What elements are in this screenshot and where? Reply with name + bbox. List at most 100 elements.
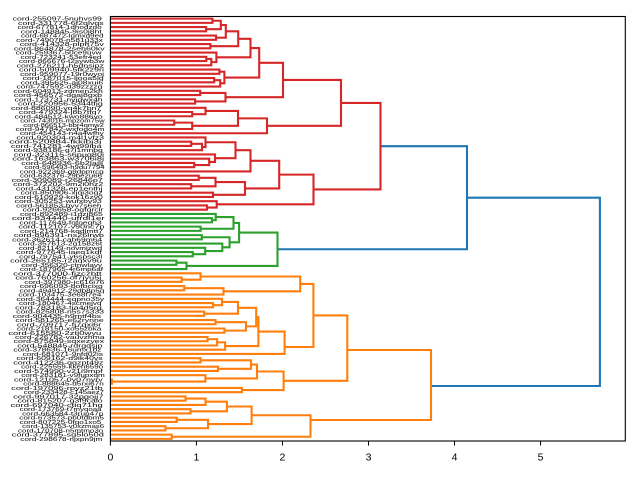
svg-text:cord-509940-5fk2z9ri: cord-509940-5fk2z9ri	[19, 68, 104, 74]
svg-text:cord-850906-xjqi3ogz: cord-850906-xjqi3ogz	[21, 191, 103, 197]
svg-text:cord-875849-sqxezyex: cord-875849-sqxezyex	[14, 339, 105, 345]
svg-text:cord-331778-6f2qlvqs: cord-331778-6f2qlvqs	[18, 21, 104, 27]
svg-text:cord-412236-qqzpt49z: cord-412236-qqzpt49z	[13, 360, 103, 366]
svg-text:cord-397980-jc616i76: cord-397980-jc616i76	[24, 280, 105, 286]
svg-text:cord-173769-t7myqoaa: cord-173769-t7myqoaa	[20, 407, 103, 413]
svg-text:cord-926658-ogfqrclr: cord-926658-ogfqrclr	[23, 208, 104, 214]
svg-text:cord-255097-5nuhvs99: cord-255097-5nuhvs99	[13, 17, 102, 23]
svg-text:cord-749078-n581u33x: cord-749078-n581u33x	[16, 38, 103, 44]
svg-text:cord-283181-v9fupxqm: cord-283181-v9fupxqm	[21, 373, 105, 379]
svg-text:cord-103475-3e68f7e4: cord-103475-3e68f7e4	[18, 293, 102, 299]
svg-text:cord-117649-fqfoeqh3: cord-117649-fqfoeqh3	[19, 220, 102, 226]
svg-text:cord-815207-g3f9caio: cord-815207-g3f9caio	[18, 399, 104, 405]
svg-text:cord-609162-d9ik40vs: cord-609162-d9ik40vs	[16, 356, 102, 362]
svg-text:cord-135753-v0xzmas6: cord-135753-v0xzmas6	[22, 424, 105, 430]
svg-text:cord-173731-nyjqwx4h: cord-173731-nyjqwx4h	[15, 97, 103, 103]
svg-text:cord-305253-wufxbv93: cord-305253-wufxbv93	[15, 199, 103, 205]
svg-text:cord-561853-byv7s6eh: cord-561853-byv7s6eh	[16, 203, 102, 209]
svg-text:cord-372202-9m2i0hz2: cord-372202-9m2i0hz2	[13, 182, 103, 188]
svg-text:2: 2	[280, 452, 286, 464]
svg-text:cord-378636-16umx1bz: cord-378636-16umx1bz	[13, 348, 101, 354]
svg-text:cord-377895-sg5lo50d: cord-377895-sg5lo50d	[12, 433, 104, 439]
svg-text:cord-677814-1dhodzdo: cord-677814-1dhodzdo	[18, 25, 103, 31]
svg-text:cord-395625-aj08xui6: cord-395625-aj08xui6	[21, 80, 105, 86]
svg-text:cord-632376-29be2u66: cord-632376-29be2u66	[20, 174, 103, 180]
svg-text:1: 1	[194, 452, 200, 464]
svg-text:cord-276211-h5dnsipz: cord-276211-h5dnsipz	[17, 63, 104, 69]
svg-text:cord-520884-fkkibj3j: cord-520884-fkkibj3j	[9, 140, 101, 146]
svg-text:cord-121057-0y07nyrv: cord-121057-0y07nyrv	[14, 377, 103, 383]
svg-text:cord-226782-vauvzhma: cord-226782-vauvzhma	[15, 335, 106, 341]
svg-text:cord-479324-j8b7tfq7: cord-479324-j8b7tfq7	[19, 110, 102, 116]
svg-text:cord-484512-kwo886vo: cord-484512-kwo886vo	[15, 114, 104, 120]
svg-text:cord-233428-c145aez7: cord-233428-c145aez7	[24, 390, 104, 396]
svg-text:4: 4	[452, 452, 458, 464]
svg-text:cord-681071-9nfd02is: cord-681071-9nfd02is	[23, 352, 103, 358]
svg-text:cord-888645-d5rxi67n: cord-888645-d5rxi67n	[23, 382, 104, 388]
svg-text:3: 3	[366, 452, 372, 464]
svg-text:cord-456572-dgaj8gxb: cord-456572-dgaj8gxb	[14, 93, 103, 99]
svg-text:cord-866676-t2sywb3w: cord-866676-t2sywb3w	[19, 59, 106, 65]
svg-text:cord-697040-ctiq71hg: cord-697040-ctiq71hg	[11, 403, 103, 409]
svg-text:cord-225559-kken659o: cord-225559-kken659o	[21, 365, 104, 371]
svg-text:cord-741281-4wj99iba: cord-741281-4wj99iba	[11, 144, 103, 150]
svg-text:cord-687472-lgmxg9ed: cord-687472-lgmxg9ed	[21, 34, 104, 40]
svg-text:cord-673573-pb0tdbm5: cord-673573-pb0tdbm5	[19, 416, 105, 422]
svg-text:cord-709717-fj7qxi6r: cord-709717-fj7qxi6r	[17, 322, 102, 328]
svg-text:cord-259367-50ce9uvw: cord-259367-50ce9uvw	[16, 51, 103, 57]
svg-text:cord-959077-19r0wyoj: cord-959077-19r0wyoj	[20, 72, 104, 78]
svg-text:cord-596493-h9du7794: cord-596493-h9du7794	[24, 165, 105, 171]
svg-text:cord-414328-plpft75v: cord-414328-plpft75v	[20, 42, 104, 48]
svg-text:cord-323115-s6puq80i: cord-323115-s6puq80i	[14, 152, 104, 158]
svg-text:cord-170708-n5mtmo3o: cord-170708-n5mtmo3o	[18, 428, 104, 434]
svg-text:cord-377000-fjzczbtt: cord-377000-fjzczbtt	[13, 271, 102, 277]
svg-text:cord-298678-njxpn9jm: cord-298678-njxpn9jm	[20, 437, 102, 443]
svg-text:cord-112107-v90ric7p: cord-112107-v90ric7p	[18, 225, 105, 231]
svg-text:cord-866513-bbr4qmw2: cord-866513-bbr4qmw2	[23, 123, 104, 129]
svg-text:cord-663584-t3rup47p: cord-663584-t3rup47p	[22, 411, 104, 417]
svg-text:cord-187965-4r6mp6af: cord-187965-4r6mp6af	[20, 267, 104, 273]
svg-text:cord-548845-rdrgdsjp: cord-548845-rdrgdsjp	[17, 343, 103, 349]
svg-text:cord-938186-g7i1mnbq: cord-938186-g7i1mnbq	[14, 148, 103, 154]
svg-text:cord-574990-v21i9mpf: cord-574990-v21i9mpf	[14, 369, 103, 375]
svg-text:cord-892489-i1qzj865: cord-892489-i1qzj865	[20, 212, 104, 218]
svg-text:cord-922369-g9dpmrcg: cord-922369-g9dpmrcg	[20, 169, 104, 175]
svg-text:cord-494912-29db8p5q: cord-494912-29db8p5q	[19, 288, 104, 294]
svg-text:cord-604913-zdmen2kh: cord-604913-zdmen2kh	[13, 89, 103, 95]
svg-text:cord-760256-of7jyu5j: cord-760256-of7jyu5j	[15, 276, 101, 282]
svg-text:cord-821149-novmizwd: cord-821149-novmizwd	[19, 246, 102, 252]
svg-text:cord-610929-kok16zv0: cord-610929-kok16zv0	[15, 195, 104, 201]
svg-text:cord-180467-4scmejvq: cord-180467-4scmejvq	[19, 301, 102, 307]
svg-text:cord-864878-2seh60kv: cord-864878-2seh60kv	[14, 46, 105, 52]
svg-text:cord-615580-2ztj0wyu: cord-615580-2ztj0wyu	[8, 331, 101, 337]
svg-text:cord-896391-ns26lrwb: cord-896391-ns26lrwb	[14, 233, 105, 239]
svg-text:cord-834440-ufrdl1er: cord-834440-ufrdl1er	[12, 216, 105, 222]
svg-text:cord-696093-bofbcixg: cord-696093-bofbcixg	[20, 284, 103, 290]
svg-text:cord-886090-vq4k7bn7: cord-886090-vq4k7bn7	[11, 106, 101, 112]
svg-text:cord-920304-m4l1vfz3: cord-920304-m4l1vfz3	[16, 135, 105, 141]
svg-text:cord-356320-ctnwlavy: cord-356320-ctnwlavy	[21, 263, 102, 269]
svg-text:cord-214768-kqdlmtt7: cord-214768-kqdlmtt7	[20, 229, 103, 235]
svg-text:cord-743016-mpzom75w: cord-743016-mpzom75w	[20, 119, 105, 125]
svg-text:cord-825808-n5s7s333: cord-825808-n5s7s333	[16, 310, 105, 316]
svg-text:cord-309089-r26846p7: cord-309089-r26846p7	[12, 178, 103, 184]
svg-text:cord-904435-h9mtf4bs: cord-904435-h9mtf4bs	[13, 314, 102, 320]
svg-text:cord-797541-y6spsc3l: cord-797541-y6spsc3l	[19, 254, 102, 260]
svg-text:cord-364444-eqpno35y: cord-364444-eqpno35y	[16, 297, 104, 303]
svg-text:cord-977645-iaeq1kdf: cord-977645-iaeq1kdf	[16, 250, 102, 256]
svg-text:cord-265185-r2aqxv9u: cord-265185-r2aqxv9u	[10, 259, 102, 265]
svg-text:cord-362614-cab69m64: cord-362614-cab69m64	[12, 237, 103, 243]
svg-text:cord-220956-5344tfjg: cord-220956-5344tfjg	[18, 102, 103, 108]
svg-text:cord-997017-32pgojj7: cord-997017-32pgojj7	[13, 394, 103, 400]
svg-text:cord-807225-0fqo1xo5: cord-807225-0fqo1xo5	[20, 420, 103, 426]
svg-text:cord-947842-wxfogo4m: cord-947842-wxfogo4m	[16, 127, 105, 133]
svg-text:cord-648936-6b2lajlj: cord-648936-6b2lajlj	[21, 161, 103, 167]
svg-text:cord-187015-ljooa5lq: cord-187015-ljooa5lq	[23, 76, 104, 82]
svg-text:cord-197096-rpyz21tb: cord-197096-rpyz21tb	[11, 386, 104, 392]
svg-text:cord-357613-2g158z6t: cord-357613-2g158z6t	[19, 242, 103, 248]
svg-text:0: 0	[107, 452, 113, 464]
svg-text:cord-148845-9is0j8ht: cord-148845-9is0j8ht	[21, 29, 103, 35]
svg-text:cord-218150-xo55zbka: cord-218150-xo55zbka	[17, 327, 102, 333]
svg-text:cord-454143-n4a4wfhy: cord-454143-n4a4wfhy	[20, 131, 104, 137]
svg-text:cord-783183-tia4d5rg: cord-783183-tia4d5rg	[15, 305, 102, 311]
